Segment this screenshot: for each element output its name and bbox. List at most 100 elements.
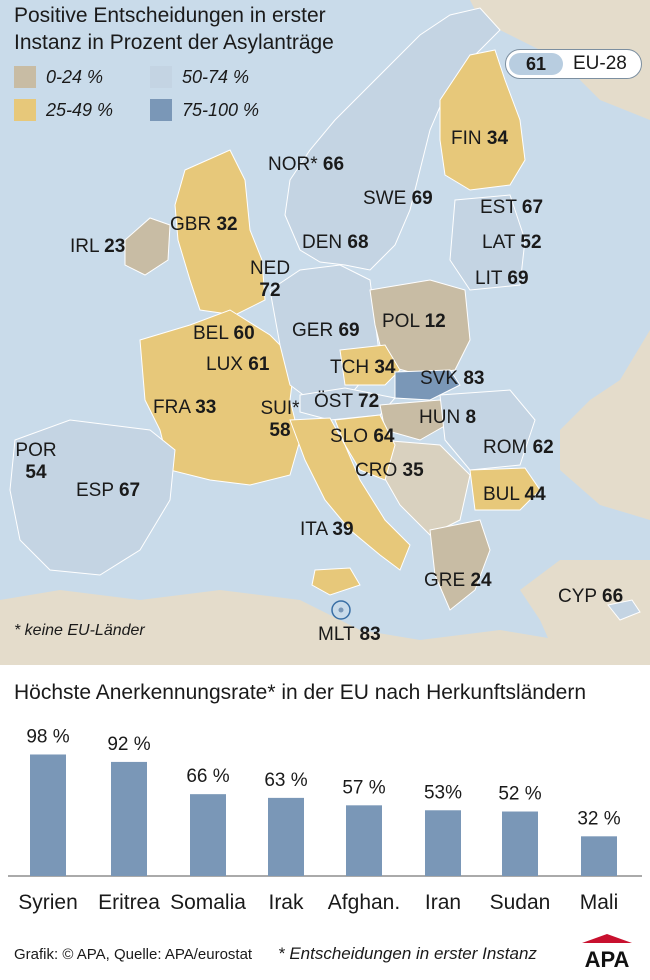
country-label-irl: IRL 23 xyxy=(70,236,126,257)
bar-irak xyxy=(268,797,304,876)
country-label-ger: GER 69 xyxy=(292,320,360,341)
legend-label: 75-100 % xyxy=(182,99,260,120)
region-slovakia xyxy=(394,369,461,401)
malta-marker xyxy=(331,600,351,620)
region-iberia xyxy=(9,419,176,576)
country-label-lat: LAT 52 xyxy=(482,232,542,253)
category-label: Syrien xyxy=(18,891,78,914)
legend-swatch xyxy=(14,99,36,121)
chart-title: Höchste Anerkennungsrate* in der EU nach… xyxy=(14,681,587,704)
legend-item: 0-24 % xyxy=(14,66,103,88)
bar-eritrea xyxy=(111,761,147,876)
value-label: 98 % xyxy=(26,726,69,747)
country-label-cyp: CYP 66 xyxy=(558,586,624,607)
country-label-ost: ÖST 72 xyxy=(314,391,380,412)
footer-footnote: * Entscheidungen in erster Instanz xyxy=(278,944,537,963)
bar-mali xyxy=(581,836,617,876)
category-label: Eritrea xyxy=(98,891,160,914)
region-france xyxy=(139,309,301,486)
country-label-lux: LUX 61 xyxy=(206,354,270,375)
legend-label: 50-74 % xyxy=(182,66,250,87)
category-label: Somalia xyxy=(170,891,246,914)
legend-swatch xyxy=(150,66,172,88)
legend-label: 0-24 % xyxy=(46,66,104,87)
country-label-pol: POL 12 xyxy=(382,311,446,332)
region-poland xyxy=(369,279,471,376)
country-label-bel: BEL 60 xyxy=(193,323,255,344)
country-label-mlt: MLT 83 xyxy=(318,624,381,645)
country-label-bul: BUL 44 xyxy=(483,484,546,505)
region-sicily xyxy=(311,567,361,596)
region-cyprus xyxy=(607,599,641,621)
value-label: 53% xyxy=(424,782,462,803)
value-label: 32 % xyxy=(577,808,620,829)
country-label-ned: NED 72 xyxy=(249,258,291,301)
map-title-line2: Instanz in Prozent der Asylanträge xyxy=(14,31,334,54)
legend-item: 25-49 % xyxy=(14,99,113,121)
region-bulgaria xyxy=(469,467,541,511)
source-credit: Grafik: © APA, Quelle: APA/eurostat xyxy=(14,946,253,963)
category-label: Irak xyxy=(268,891,304,914)
region-finland xyxy=(439,49,526,191)
bar-sudan xyxy=(502,811,538,876)
land-east xyxy=(470,0,650,665)
country-label-esp: ESP 67 xyxy=(76,480,141,501)
region-baltics xyxy=(449,194,526,291)
country-label-nor: NOR* 66 xyxy=(268,154,345,175)
category-label: Sudan xyxy=(490,891,551,914)
bar-afghan xyxy=(346,805,382,876)
category-label: Afghan. xyxy=(328,891,400,914)
value-label: 52 % xyxy=(498,784,541,805)
country-label-tch: TCH 34 xyxy=(330,357,396,378)
country-label-swe: SWE 69 xyxy=(363,188,433,209)
region-scandinavia xyxy=(284,7,501,271)
value-label: 57 % xyxy=(342,777,385,798)
europe-map xyxy=(0,0,650,665)
value-label: 66 % xyxy=(186,766,229,787)
map-title-line1: Positive Entscheidungen in erster xyxy=(14,4,326,27)
country-label-fra: FRA 33 xyxy=(153,397,217,418)
country-label-sui: SUI* 58 xyxy=(260,398,300,441)
category-label: Mali xyxy=(580,891,619,914)
legend-swatch xyxy=(150,99,172,121)
region-ireland xyxy=(124,217,171,276)
country-label-den: DEN 68 xyxy=(302,232,369,253)
legend-item: 75-100 % xyxy=(150,99,259,121)
region-malta xyxy=(338,607,344,613)
country-label-fin: FIN 34 xyxy=(451,128,509,149)
country-label-gbr: GBR 32 xyxy=(170,214,238,235)
map-panel: Positive Entscheidungen in erster Instan… xyxy=(0,0,650,665)
apa-logo: APA xyxy=(574,934,640,972)
region-greece xyxy=(429,519,491,611)
country-label-ita: ITA 39 xyxy=(300,519,354,540)
country-label-rom: ROM 62 xyxy=(483,437,554,458)
legend-swatch xyxy=(14,66,36,88)
country-label-svk: SVK 83 xyxy=(420,368,485,389)
value-label: 63 % xyxy=(264,770,307,791)
country-label-slo: SLO 64 xyxy=(330,426,395,447)
region-italy xyxy=(289,417,411,571)
country-label-por: POR 54 xyxy=(15,440,57,483)
value-label: 92 % xyxy=(107,734,150,755)
bar-iran xyxy=(425,810,461,876)
bar-somalia xyxy=(190,794,226,876)
eu-average-value: 61 xyxy=(509,53,563,75)
legend-label: 25-49 % xyxy=(46,99,114,120)
bar-chart: 98 % Syrien 92 % Eritrea 66 % Somalia 63 % Irak… xyxy=(8,726,642,914)
map-title: Positive Entscheidungen in erster Instan… xyxy=(14,2,414,56)
bars-group: 98 % Syrien 92 % Eritrea 66 % Somalia 63 % Irak… xyxy=(8,726,642,914)
country-label-est: EST 67 xyxy=(480,197,544,218)
region-czech xyxy=(339,344,401,386)
legend: 0-24 % 50-74 % 25-49 % 75-100 % xyxy=(14,66,314,126)
country-label-hun: HUN 8 xyxy=(419,407,477,428)
land-africa xyxy=(0,590,650,665)
country-label-gre: GRE 24 xyxy=(424,570,492,591)
svg-text:APA: APA xyxy=(585,947,630,970)
map-footnote: * keine EU-Länder xyxy=(14,622,145,639)
country-label-cro: CRO 35 xyxy=(355,460,424,481)
region-romania xyxy=(439,389,536,471)
category-label: Iran xyxy=(425,891,461,914)
eu-average-badge: 61 EU-28 xyxy=(505,49,642,79)
legend-item: 50-74 % xyxy=(150,66,249,88)
country-label-lit: LIT 69 xyxy=(475,268,529,289)
